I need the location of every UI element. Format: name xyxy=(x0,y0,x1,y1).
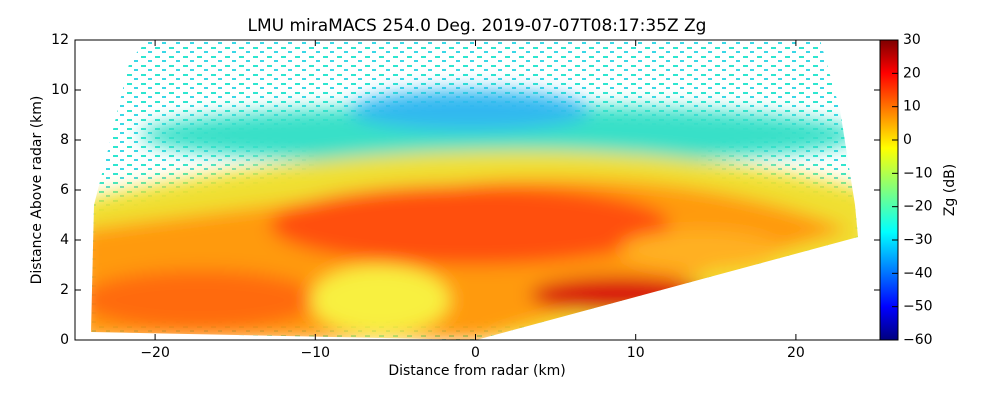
y-tick-label: 4 xyxy=(60,232,69,248)
colorbar-tick-label: −50 xyxy=(903,299,933,315)
x-axis-label: Distance from radar (km) xyxy=(388,363,565,379)
colorbar-label: Zg (dB) xyxy=(942,164,958,216)
colorbar-tick-label: 0 xyxy=(903,132,912,148)
colorbar-tick-label: −20 xyxy=(903,199,933,215)
y-tick-label: 6 xyxy=(60,182,69,198)
y-tick-label: 10 xyxy=(51,82,69,98)
colorbar-tick-label: −40 xyxy=(903,265,933,281)
x-tick-label: −20 xyxy=(140,345,170,361)
colorbar-tick-label: −10 xyxy=(903,165,933,181)
y-tick-label: 0 xyxy=(60,332,69,348)
radar-field xyxy=(91,40,858,340)
x-tick-label: 0 xyxy=(471,345,480,361)
y-tick-label: 12 xyxy=(51,32,69,48)
colorbar-tick-label: −60 xyxy=(903,332,933,348)
y-tick-label: 2 xyxy=(60,282,69,298)
x-tick-label: 20 xyxy=(787,345,805,361)
colorbar-tick-label: 30 xyxy=(903,32,921,48)
colorbar-tick-label: 20 xyxy=(903,65,921,81)
y-tick-label: 8 xyxy=(60,132,69,148)
chart-title: LMU miraMACS 254.0 Deg. 2019-07-07T08:17… xyxy=(248,16,707,36)
x-tick-label: 10 xyxy=(627,345,645,361)
x-tick-label: −10 xyxy=(301,345,331,361)
colorbar-tick-label: −30 xyxy=(903,232,933,248)
colorbar-tick-label: 10 xyxy=(903,99,921,115)
colorbar xyxy=(879,39,899,341)
y-axis-label: Distance Above radar (km) xyxy=(29,96,45,285)
